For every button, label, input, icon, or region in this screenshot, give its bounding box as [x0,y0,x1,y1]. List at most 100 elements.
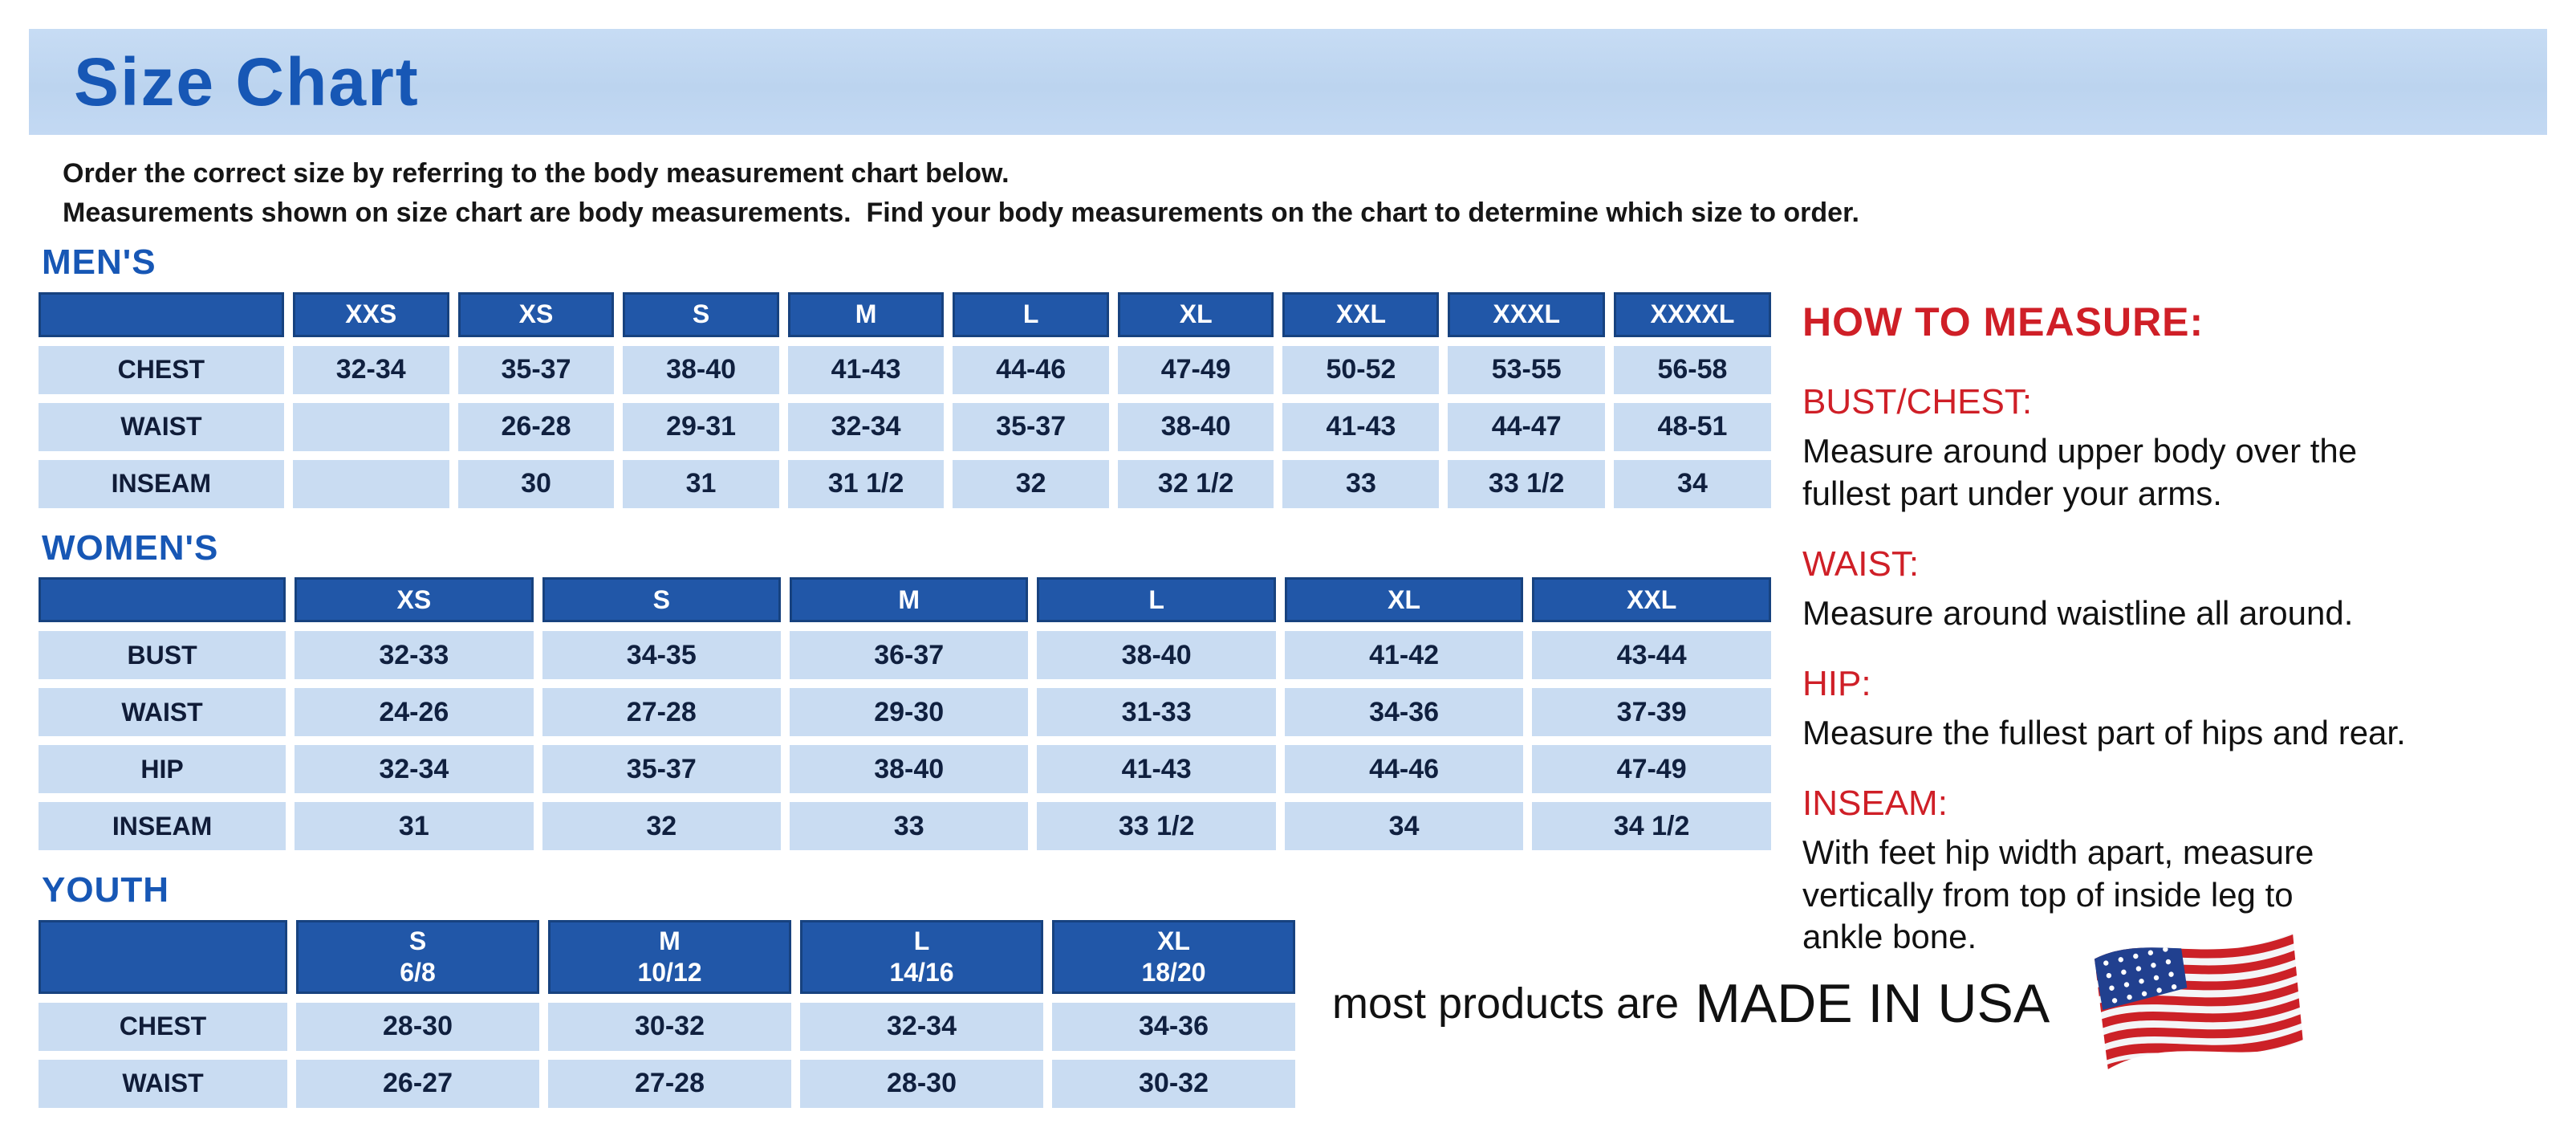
row-label: CHEST [39,1002,287,1051]
table-cell: 31-33 [1037,688,1276,737]
row-label: WAIST [39,688,286,737]
intro-line-2: Measurements shown on size chart are bod… [63,197,1859,228]
table-cell: 50-52 [1282,345,1440,394]
made-in-usa: most products are MADE IN USA [1332,923,2308,1084]
table-cell: 33 [1282,459,1440,508]
table-cell: 38-40 [1037,631,1276,680]
table-cell: 29-31 [623,402,779,451]
corner-header [39,291,284,337]
table-cell: 34 1/2 [1532,802,1771,851]
column-header: XL [1117,291,1274,337]
table-cell: 24-26 [295,688,534,737]
table-cell: 28-30 [296,1002,539,1051]
section-heading-youth: YOUTH [42,870,169,910]
table-cell: 34 [1284,802,1524,851]
table-cell: 34 [1613,459,1771,508]
how-to-measure-title: HOW TO MEASURE: [1802,299,2204,344]
table-row: CHEST 28-30 30-32 32-34 34-36 [39,1002,1295,1051]
table-cell: 47-49 [1532,745,1771,794]
column-header: XS [457,291,615,337]
table-row: WAIST 24-26 27-28 29-30 31-33 34-36 37-39 [39,688,1771,737]
table-row: HIP 32-34 35-37 38-40 41-43 44-46 47-49 [39,745,1771,794]
intro-line-1: Order the correct size by referring to t… [63,158,1010,189]
table-row: WAIST 26-28 29-31 32-34 35-37 38-40 41-43 44-47… [39,402,1771,451]
table-cell: 30-32 [1052,1059,1295,1108]
table-cell: 33 1/2 [1037,802,1276,851]
column-header: S 6/8 [296,919,539,994]
table-cell: 41-43 [1282,402,1440,451]
column-header: M [789,577,1029,623]
table-cell: 32 [542,802,781,851]
section-heading-mens: MEN'S [42,242,156,282]
size-tables-column: MEN'S XXS XS S M L XL XXL XXXL XXXXL CHEST 32-34 35… [39,231,1780,1117]
table-cell: 27-28 [542,688,781,737]
table-cell: 27-28 [548,1059,791,1108]
header-row: XS S M L XL XXL [39,577,1771,623]
corner-header [39,577,286,623]
table-cell: 44-46 [953,345,1109,394]
table-cell: 30 [457,459,615,508]
column-header: L [953,291,1109,337]
page-title-banner: Size Chart [29,29,2547,135]
table-cell: 35-37 [457,345,615,394]
table-cell: 38-40 [1117,402,1274,451]
table-cell: 32-34 [295,745,534,794]
column-header: XXXXL [1613,291,1771,337]
table-cell: 37-39 [1532,688,1771,737]
row-label: CHEST [39,345,284,394]
table-cell: 47-49 [1117,345,1274,394]
table-row: BUST 32-33 34-35 36-37 38-40 41-42 43-44 [39,631,1771,680]
column-header: XXS [292,291,449,337]
table-row: INSEAM 31 32 33 33 1/2 34 34 1/2 [39,802,1771,851]
header-row: XXS XS S M L XL XXL XXXL XXXXL [39,291,1771,337]
table-cell: 32-33 [295,631,534,680]
measure-text-waist: Measure around waistline all around. [1802,593,2354,632]
table-cell: 38-40 [623,345,779,394]
page-title: Size Chart [74,43,420,120]
measure-label-inseam: INSEAM: [1802,783,1948,823]
column-header: XXL [1282,291,1440,337]
measure-text-hip: Measure the fullest part of hips and rea… [1802,713,2406,751]
table-cell: 48-51 [1613,402,1771,451]
table-cell: 56-58 [1613,345,1771,394]
table-cell: 38-40 [789,745,1029,794]
column-header: XXXL [1448,291,1605,337]
row-label: BUST [39,631,286,680]
table-cell [292,402,449,451]
table-cell: 33 [789,802,1029,851]
table-cell: 34-36 [1052,1002,1295,1051]
table-cell: 28-30 [800,1059,1043,1108]
row-label: WAIST [39,402,284,451]
table-cell [292,459,449,508]
womens-size-table: XS S M L XL XXL BUST 32-33 34-35 36-37 38-40 41-42 4… [30,568,1780,859]
made-in-usa-prefix: most products are [1332,979,1680,1028]
table-cell: 30-32 [548,1002,791,1051]
row-label: INSEAM [39,802,286,851]
made-in-usa-text: MADE IN USA [1695,973,2050,1034]
corner-header [39,919,287,994]
table-cell: 34-36 [1284,688,1524,737]
row-label: INSEAM [39,459,284,508]
column-header: L [1037,577,1276,623]
measure-label-waist: WAIST: [1802,544,1920,584]
youth-size-table: S 6/8 M 10/12 L 14/16 XL 18/20 CHEST 28-30 30-… [30,911,1304,1117]
column-header: S [623,291,779,337]
row-label: HIP [39,745,286,794]
table-cell: 41-43 [787,345,945,394]
table-cell: 29-30 [789,688,1029,737]
measure-text-inseam: With feet hip width apart, measure verti… [1802,833,2314,956]
measure-label-hip: HIP: [1802,663,1871,703]
mens-size-table: XXS XS S M L XL XXL XXXL XXXXL CHEST 32-34 35-37 38-… [30,283,1780,517]
how-to-measure-panel: HOW TO MEASURE: BUST/CHEST: Measure arou… [1802,299,2576,959]
table-cell: 35-37 [542,745,781,794]
measure-text-bust-chest: Measure around upper body over the fulle… [1802,432,2358,512]
table-cell: 31 [623,459,779,508]
table-cell: 32-34 [800,1002,1043,1051]
column-header: M [787,291,945,337]
row-label: WAIST [39,1059,287,1108]
header-row: S 6/8 M 10/12 L 14/16 XL 18/20 [39,919,1295,994]
table-cell: 41-42 [1284,631,1524,680]
table-cell: 44-47 [1448,402,1605,451]
table-cell: 35-37 [953,402,1109,451]
column-header: XL [1284,577,1524,623]
